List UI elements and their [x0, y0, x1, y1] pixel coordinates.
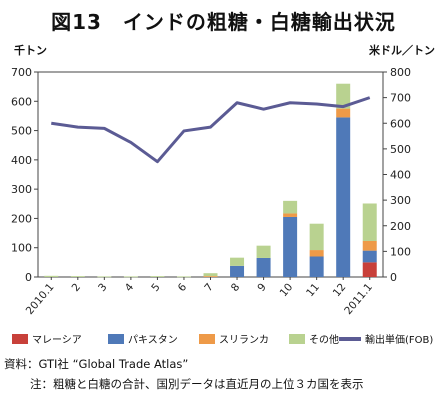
- bar-pakistan: [230, 265, 245, 277]
- chart-title: 図13 インドの粗糖・白糖輸出状況: [51, 10, 396, 34]
- bar-other: [70, 276, 85, 277]
- x-tick-label: 11: [304, 281, 322, 299]
- bar-other: [203, 273, 218, 277]
- bar-srilanka: [283, 213, 298, 217]
- x-tick-label: 2010.1: [24, 281, 57, 317]
- bar-pakistan: [309, 256, 324, 277]
- bar-other: [256, 245, 271, 258]
- legend-label-pakistan: パキスタン: [128, 335, 178, 346]
- x-tick-label: 6: [176, 281, 190, 294]
- legend-item-pakistan: パキスタン: [108, 331, 178, 346]
- legend-label-srilanka: スリランカ: [219, 335, 269, 346]
- y-left-tick-label: 700: [11, 66, 32, 79]
- legend-swatch-pakistan: [108, 333, 124, 344]
- x-tick-label: 10: [278, 281, 296, 299]
- legend-swatch-other: [289, 333, 305, 344]
- bar-other: [44, 275, 59, 277]
- bar-other: [123, 276, 138, 278]
- left-axis-unit: 千トン: [14, 44, 47, 57]
- price-line: [51, 96, 371, 164]
- plot-frame: [37, 71, 384, 278]
- x-tick-label: 8: [229, 281, 242, 294]
- y-right-tick-label: 300: [390, 194, 411, 207]
- x-tick-label: 7: [202, 281, 215, 294]
- y-right-tick-label: 600: [390, 117, 411, 130]
- y-left-tick-label: 500: [11, 125, 32, 138]
- bar-other: [97, 276, 112, 278]
- bar-other: [150, 276, 165, 277]
- y-left-tick-label: 0: [25, 271, 32, 284]
- bar-pakistan: [336, 117, 351, 278]
- bar-other: [336, 83, 351, 109]
- right-axis-unit: 米ドル／トン: [369, 44, 435, 57]
- x-tick-label: 12: [331, 281, 349, 299]
- bar-other: [176, 276, 191, 278]
- bar-srilanka: [362, 240, 377, 251]
- legend-item-srilanka: スリランカ: [199, 331, 269, 346]
- bar-other: [230, 257, 245, 266]
- bar-srilanka: [336, 108, 351, 118]
- y-right-tick-label: 200: [390, 220, 411, 233]
- x-tick-label: 2: [70, 281, 83, 294]
- bar-malaysia: [362, 262, 377, 277]
- y-left-tick-label: 300: [11, 183, 32, 196]
- legend-label-price: 輸出単価(FOB): [365, 335, 434, 346]
- bar-other: [309, 223, 324, 251]
- bar-other: [283, 200, 298, 214]
- legend-swatch-price: [339, 336, 361, 341]
- legend-item-malaysia: マレーシア: [12, 331, 82, 346]
- export-chart: 0 100 200 300 400 500 600 700 0 100 200 300 400 500 60…: [11, 66, 411, 317]
- y-right-tick-label: 800: [390, 66, 411, 79]
- bar-other: [362, 203, 377, 241]
- x-tick-label: 5: [149, 281, 162, 294]
- y-right-tick-label: 500: [390, 143, 411, 156]
- bar-pakistan: [283, 216, 298, 277]
- legend-label-other: その他: [309, 335, 339, 346]
- bar-srilanka: [203, 276, 218, 277]
- y-right-tick-label: 400: [390, 169, 411, 182]
- x-tick-label: 3: [96, 281, 109, 294]
- legend-label-malaysia: マレーシア: [32, 335, 82, 346]
- bar-pakistan: [256, 257, 271, 277]
- y-left-tick-label: 400: [11, 154, 32, 167]
- legend-swatch-malaysia: [12, 333, 28, 344]
- legend-item-other: その他: [289, 331, 339, 346]
- footnote: 注：粗糖と白糖の合計、国別データは直近月の上位３カ国を表示: [30, 377, 364, 391]
- y-right-tick-label: 100: [390, 245, 411, 258]
- x-tick-label: 9: [255, 281, 268, 294]
- legend-swatch-srilanka: [199, 333, 215, 344]
- bar-pakistan: [362, 250, 377, 263]
- bar-srilanka: [309, 250, 324, 257]
- y-left-tick-label: 100: [11, 242, 32, 255]
- legend-item-price: 輸出単価(FOB): [339, 331, 433, 346]
- y-left-tick-label: 600: [11, 95, 32, 108]
- y-left-tick-label: 200: [11, 212, 32, 225]
- y-right-tick-label: 700: [390, 92, 411, 105]
- y-right-tick-label: 0: [390, 271, 397, 284]
- source-note: 資料：GTI社 “Global Trade Atlas”: [4, 357, 189, 371]
- x-tick-label: 2011.1: [342, 281, 375, 317]
- x-tick-label: 4: [123, 281, 137, 294]
